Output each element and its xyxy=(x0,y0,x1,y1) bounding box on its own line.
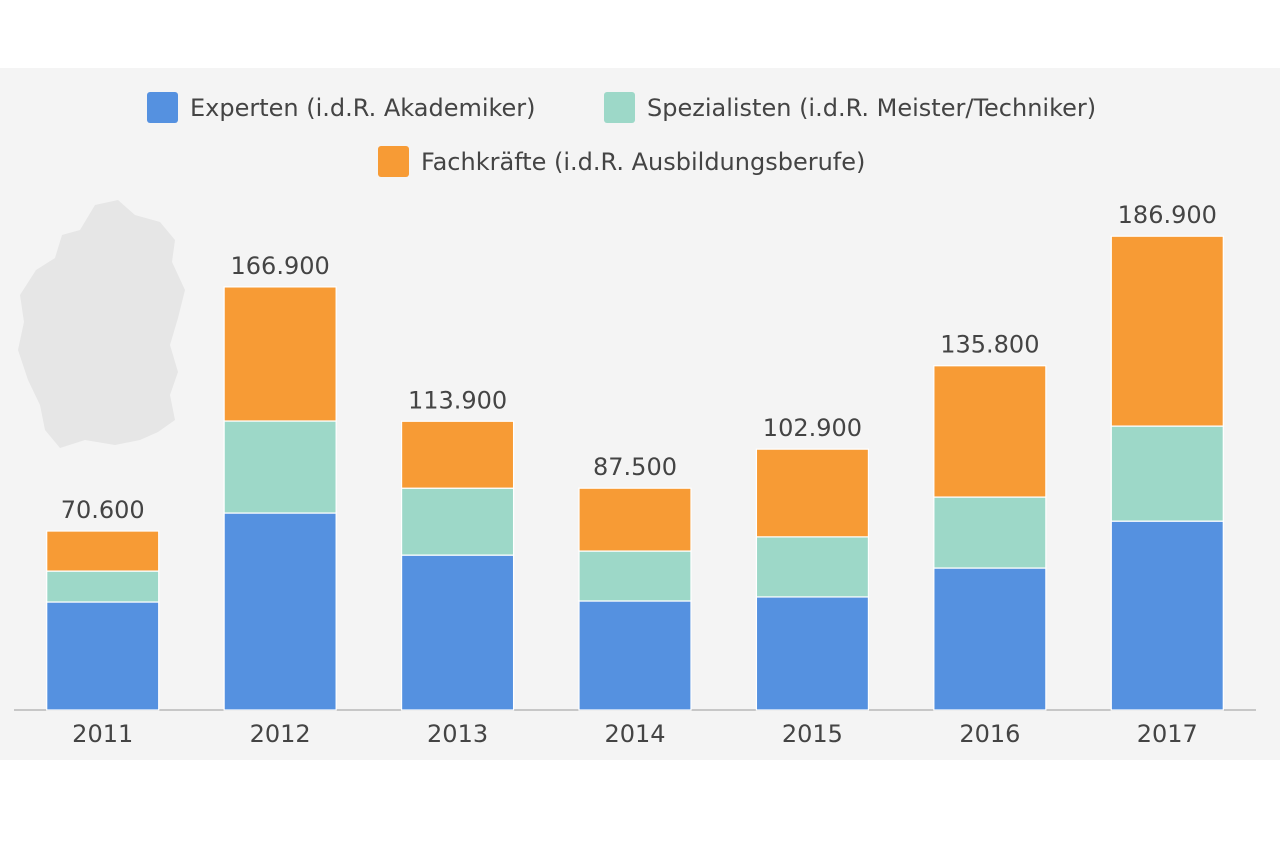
legend-label: Spezialisten (i.d.R. Meister/Techniker) xyxy=(647,94,1096,122)
map-silhouette xyxy=(18,200,185,448)
bar-segment xyxy=(578,600,692,711)
x-tick-label: 2011 xyxy=(72,720,133,748)
x-tick-label: 2017 xyxy=(1137,720,1198,748)
total-label: 135.800 xyxy=(940,331,1039,359)
x-tick-label: 2013 xyxy=(427,720,488,748)
bar-segment xyxy=(46,601,160,711)
bar-segment xyxy=(933,496,1047,569)
bar-segment xyxy=(578,550,692,602)
bar-segment xyxy=(223,420,337,514)
bar-segment xyxy=(1110,425,1224,522)
total-label: 102.900 xyxy=(763,414,862,442)
x-tick-label: 2012 xyxy=(250,720,311,748)
bar-segment xyxy=(755,596,870,711)
bar-segment xyxy=(46,570,160,603)
bar-segment xyxy=(578,487,692,552)
legend-swatch xyxy=(604,92,635,123)
total-label: 70.600 xyxy=(61,496,145,524)
x-tick-label: 2015 xyxy=(782,720,843,748)
bar-segment xyxy=(755,536,870,598)
bar-segment xyxy=(1110,520,1224,711)
bar-segment xyxy=(1110,235,1224,427)
bar-segment xyxy=(933,567,1047,711)
bar-segment xyxy=(223,512,337,711)
legend-label: Fachkräfte (i.d.R. Ausbildungsberufe) xyxy=(421,148,865,176)
total-label: 186.900 xyxy=(1118,201,1217,229)
x-tick-label: 2016 xyxy=(959,720,1020,748)
total-label: 87.500 xyxy=(593,453,677,481)
bar-segment xyxy=(933,365,1047,498)
bar-segment xyxy=(400,554,515,711)
x-tick-label: 2014 xyxy=(604,720,665,748)
bar-segment xyxy=(400,420,515,489)
bar-segment xyxy=(46,530,160,572)
bar-segment xyxy=(400,487,515,556)
legend-swatch xyxy=(378,146,409,177)
bar-segment xyxy=(223,286,337,422)
total-label: 166.900 xyxy=(231,252,330,280)
bar-segment xyxy=(755,448,870,538)
legend-label: Experten (i.d.R. Akademiker) xyxy=(190,94,536,122)
total-label: 113.900 xyxy=(408,386,507,414)
legend-swatch xyxy=(147,92,178,123)
